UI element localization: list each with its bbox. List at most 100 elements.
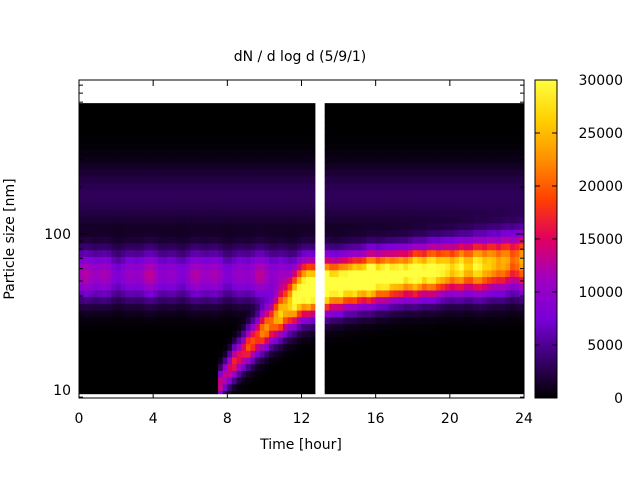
heatmap-cell — [139, 175, 145, 184]
heatmap-cell — [116, 202, 122, 211]
heatmap-cell — [468, 390, 474, 398]
heatmap-cell — [417, 149, 423, 157]
heatmap-cell — [236, 276, 242, 284]
heatmap-cell — [222, 202, 228, 211]
heatmap-cell — [102, 350, 108, 358]
heatmap-cell — [306, 283, 312, 291]
heatmap-cell — [366, 149, 372, 157]
heatmap-cell — [162, 182, 168, 190]
heatmap-cell — [273, 115, 279, 123]
heatmap-cell — [97, 330, 103, 338]
heatmap-cell — [384, 283, 391, 291]
heatmap-cell — [296, 350, 303, 358]
heatmap-cell — [120, 189, 126, 197]
heatmap-cell — [218, 356, 224, 365]
heatmap-cell — [148, 182, 154, 190]
heatmap-cell — [463, 383, 469, 392]
heatmap-cell — [143, 263, 150, 271]
heatmap-cell — [347, 296, 354, 304]
heatmap-cell — [180, 222, 187, 231]
heatmap-cell — [459, 229, 465, 237]
heatmap-cell — [329, 122, 335, 130]
heatmap-cell — [347, 175, 354, 184]
heatmap-cell — [422, 296, 428, 304]
heatmap-cell — [106, 390, 113, 398]
heatmap-cell — [227, 323, 233, 331]
heatmap-cell — [162, 169, 168, 177]
heatmap-cell — [264, 202, 270, 211]
heatmap-cell — [417, 242, 423, 251]
heatmap-cell — [310, 289, 317, 298]
heatmap-cell — [296, 330, 303, 338]
heatmap-cell — [422, 316, 428, 324]
heatmap-cell — [384, 102, 391, 110]
heatmap-cell — [129, 189, 136, 197]
heatmap-cell — [176, 283, 182, 291]
heatmap-cell — [125, 283, 131, 291]
heatmap-cell — [255, 209, 261, 217]
heatmap-cell — [129, 249, 136, 257]
heatmap-cell — [194, 336, 201, 345]
heatmap-cell — [97, 242, 103, 251]
heatmap-cell — [227, 222, 233, 231]
heatmap-cell — [222, 350, 228, 358]
heatmap-cell — [500, 350, 507, 358]
heatmap-cell — [463, 169, 469, 177]
heatmap-cell — [167, 370, 173, 378]
heatmap-cell — [408, 350, 414, 358]
heatmap-cell — [352, 135, 358, 143]
heatmap-cell — [148, 189, 154, 197]
heatmap-cell — [408, 363, 414, 371]
heatmap-cell — [269, 363, 275, 371]
heatmap-cell — [134, 122, 140, 130]
heatmap-cell — [143, 135, 150, 143]
heatmap-cell — [417, 189, 423, 197]
heatmap-cell — [306, 390, 312, 398]
heatmap-cell — [510, 189, 516, 197]
heatmap-cell — [514, 135, 520, 143]
heatmap-cell — [171, 128, 177, 137]
heatmap-cell — [106, 276, 113, 284]
heatmap-cell — [514, 370, 520, 378]
heatmap-cell — [431, 128, 437, 137]
heatmap-cell — [273, 175, 279, 184]
heatmap-cell — [431, 263, 437, 271]
heatmap-cell — [264, 269, 270, 278]
heatmap-cell — [343, 102, 349, 110]
heatmap-cell — [403, 216, 409, 224]
heatmap-cell — [486, 256, 493, 264]
heatmap-cell — [171, 202, 177, 211]
heatmap-cell — [129, 108, 136, 117]
heatmap-cell — [88, 175, 94, 184]
heatmap-cell — [431, 216, 437, 224]
heatmap-cell — [310, 149, 317, 157]
heatmap-cell — [384, 189, 391, 197]
heatmap-cell — [486, 108, 493, 117]
heatmap-cell — [338, 377, 344, 385]
heatmap-cell — [204, 303, 210, 311]
heatmap-cell — [375, 149, 381, 157]
heatmap-cell — [384, 363, 391, 371]
heatmap-cell — [264, 236, 270, 244]
heatmap-cell — [500, 169, 507, 177]
heatmap-cell — [241, 169, 247, 177]
heatmap-cell — [357, 269, 363, 278]
heatmap-cell — [139, 363, 145, 371]
heatmap-cell — [398, 162, 405, 170]
heatmap-cell — [371, 350, 377, 358]
heatmap-cell — [449, 283, 456, 291]
heatmap-cell — [417, 155, 423, 164]
heatmap-cell — [255, 108, 261, 117]
heatmap-cell — [79, 189, 85, 197]
heatmap-cell — [338, 343, 344, 351]
heatmap-cell — [176, 350, 182, 358]
heatmap-cell — [88, 356, 94, 365]
heatmap-cell — [463, 115, 469, 123]
heatmap-cell — [468, 323, 474, 331]
heatmap-cell — [301, 249, 307, 257]
heatmap-cell — [505, 189, 511, 197]
heatmap-cell — [417, 122, 423, 130]
heatmap-cell — [157, 128, 164, 137]
heatmap-cell — [282, 383, 289, 392]
heatmap-cell — [371, 102, 377, 110]
